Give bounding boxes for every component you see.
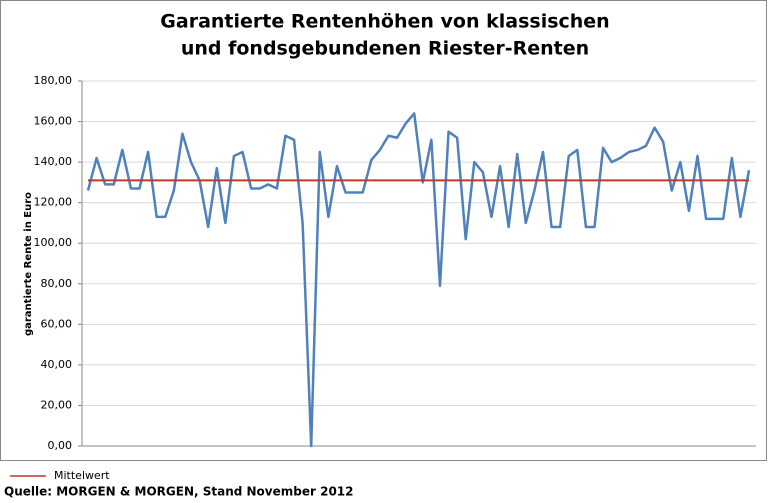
source: Quelle: MORGEN & MORGEN, Stand November … (4, 485, 354, 499)
y-tick-label: 20,00 (41, 398, 73, 411)
y-tick-label: 100,00 (34, 236, 73, 249)
chart-title: Garantierte Rentenhöhen von klassischen (160, 11, 609, 33)
chart-title: und fondsgebundenen Riester-Renten (181, 38, 589, 60)
y-tick-label: 0,00 (48, 439, 73, 452)
y-tick-label: 40,00 (41, 358, 73, 371)
data-line (86, 112, 751, 448)
y-tick-label: 180,00 (34, 74, 73, 87)
y-tick-label: 80,00 (41, 277, 73, 290)
y-axis-label: garantierte Rente in Euro (23, 192, 34, 336)
y-tick-label: 60,00 (41, 317, 73, 330)
legend-label: Mittelwert (54, 469, 110, 482)
y-tick-label: 140,00 (34, 155, 73, 168)
y-tick-label: 120,00 (34, 196, 73, 209)
chart-frame (0, 0, 767, 461)
y-tick-label: 160,00 (34, 115, 73, 128)
